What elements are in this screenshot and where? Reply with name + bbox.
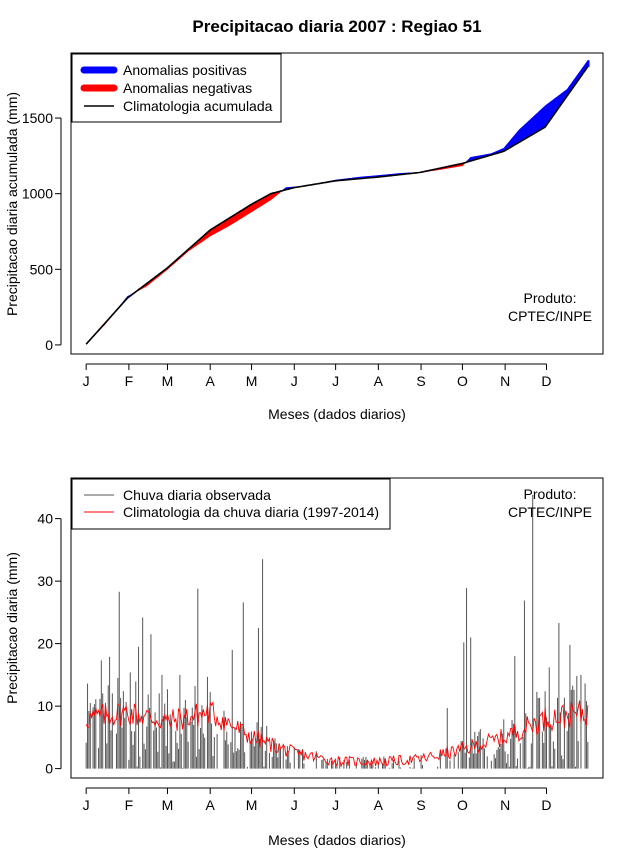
- x-tick-label: J: [291, 373, 298, 389]
- legend-positive-label: Anomalias positivas: [123, 62, 247, 78]
- x-axis-label-2: Meses (dados diarios): [268, 832, 406, 848]
- x-tick-label: N: [500, 373, 510, 389]
- x-tick-label: M: [246, 797, 258, 813]
- accumulated-chart: J F M A M J J A S O N D 0 500 1000 1500 Meses (dados d…: [4, 52, 604, 422]
- x-tick-label: F: [125, 797, 134, 813]
- x-axis-label-1: Meses (dados diarios): [268, 406, 406, 422]
- legend-negative-label: Anomalias negativas: [123, 80, 252, 96]
- observed-bars: [85, 494, 589, 769]
- y-tick-label: 0: [45, 761, 53, 777]
- chart-title: Precipitacao diaria 2007 : Regiao 51: [192, 17, 481, 36]
- x-tick-label: J: [332, 373, 339, 389]
- x-tick-label: M: [162, 373, 174, 389]
- x-tick-label: M: [162, 797, 174, 813]
- x-tick-label: D: [541, 797, 551, 813]
- x-tick-label: M: [246, 373, 258, 389]
- produto-source-2: CPTEC/INPE: [508, 504, 592, 520]
- y-tick-label: 1000: [22, 186, 53, 202]
- x-tick-label: A: [374, 797, 384, 813]
- legend-climatology-daily-label: Climatologia da chuva diaria (1997-2014): [123, 504, 379, 520]
- plot2-frame: [70, 477, 604, 779]
- produto-label-1: Produto:: [524, 290, 577, 306]
- climatology-daily-line: [85, 700, 589, 768]
- legend-climatology-label: Climatologia acumulada: [123, 98, 273, 114]
- y-axis-ticks-1: 0 500 1000 1500: [22, 110, 62, 353]
- y-tick-label: 10: [37, 698, 53, 714]
- x-tick-label: A: [206, 797, 216, 813]
- produto-label-2: Produto:: [524, 486, 577, 502]
- y-tick-label: 20: [37, 636, 53, 652]
- x-tick-label: J: [291, 797, 298, 813]
- legend-observed-label: Chuva diaria observada: [123, 487, 271, 503]
- x-tick-label: A: [206, 373, 216, 389]
- legend-2: Chuva diaria observada Climatologia da c…: [71, 478, 391, 530]
- x-tick-label: A: [374, 373, 384, 389]
- y-tick-label: 30: [37, 573, 53, 589]
- x-tick-label: N: [500, 797, 510, 813]
- x-tick-label: O: [457, 797, 468, 813]
- y-tick-label: 40: [37, 511, 53, 527]
- x-tick-label: O: [457, 373, 468, 389]
- y-tick-label: 500: [30, 261, 54, 277]
- x-tick-label: J: [332, 797, 339, 813]
- x-tick-label: J: [83, 797, 90, 813]
- climatology-accumulated-line: [85, 66, 589, 345]
- y-axis-label-1: Precipitacao diaria acumulada (mm): [4, 92, 20, 316]
- x-tick-label: S: [416, 373, 425, 389]
- x-tick-label: J: [83, 373, 90, 389]
- y-axis-ticks-2: 0 10 20 30 40: [37, 511, 62, 777]
- x-tick-label: F: [125, 373, 134, 389]
- anomaly-segment: [587, 60, 590, 67]
- legend-1: Anomalias positivas Anomalias negativas …: [71, 53, 282, 123]
- daily-chart: J F M A M J J A S O N D 0 10 20 30 40 Meses (dados diar…: [4, 477, 604, 848]
- plot1-frame: [70, 52, 604, 355]
- x-tick-label: S: [416, 797, 425, 813]
- x-tick-label: D: [541, 373, 551, 389]
- y-tick-label: 0: [45, 337, 53, 353]
- legend-2-box: [71, 478, 391, 530]
- y-axis-label-2: Precipitacao diaria (mm): [4, 552, 20, 704]
- y-tick-label: 1500: [22, 110, 53, 126]
- produto-source-1: CPTEC/INPE: [508, 308, 592, 324]
